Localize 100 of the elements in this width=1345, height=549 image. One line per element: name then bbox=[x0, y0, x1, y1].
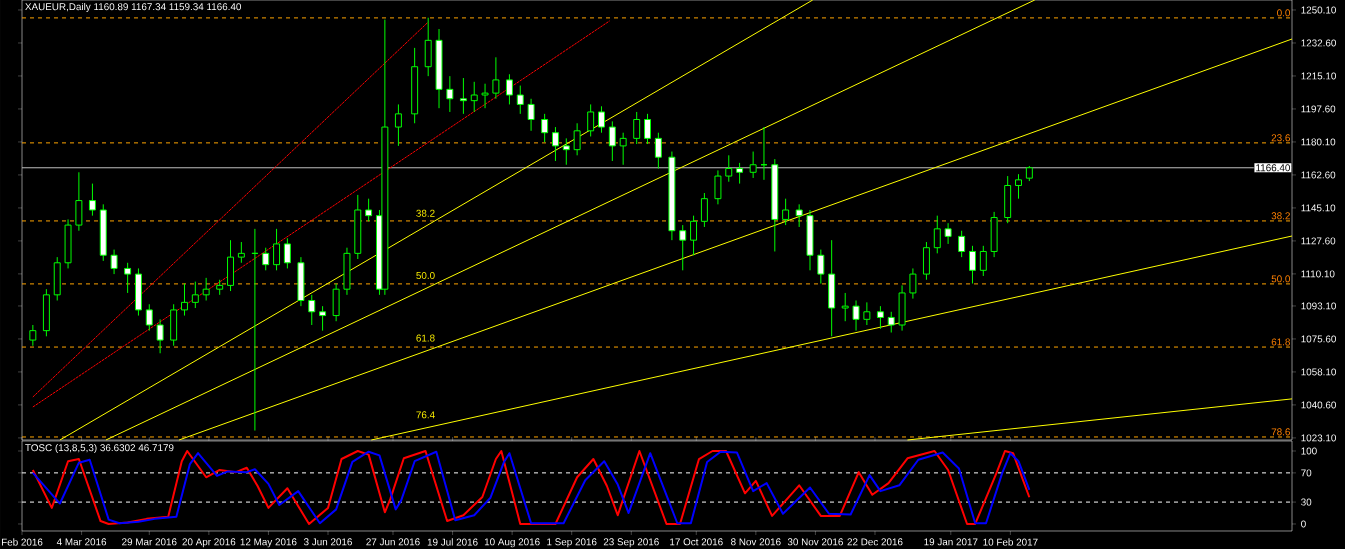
y-tick-label: 1145.10 bbox=[1301, 204, 1336, 212]
candlestick bbox=[587, 103, 595, 137]
y-tick-label: 1162.60 bbox=[1301, 171, 1336, 179]
candlestick bbox=[909, 267, 917, 300]
candlestick bbox=[852, 299, 860, 332]
y-tick-label: 1180.10 bbox=[1301, 138, 1336, 146]
y-tick-label: 0 bbox=[1301, 520, 1306, 528]
x-tick-label: Feb 2016 bbox=[1, 538, 43, 546]
candlestick bbox=[654, 132, 662, 170]
candlestick bbox=[492, 56, 500, 100]
candlestick bbox=[841, 292, 849, 322]
x-tick-label: 3 Jun 2016 bbox=[303, 538, 352, 546]
candlestick bbox=[145, 303, 153, 332]
candlestick bbox=[690, 215, 698, 256]
candlestick bbox=[736, 162, 744, 185]
candlestick bbox=[365, 198, 373, 222]
y-tick-label: 1215.10 bbox=[1301, 72, 1336, 80]
annotation: 61.8 bbox=[416, 334, 435, 342]
x-tick-label: 17 Oct 2016 bbox=[670, 538, 723, 546]
candlestick bbox=[979, 245, 987, 277]
y-tick-label: 1093.10 bbox=[1301, 302, 1336, 310]
y-tick-label: 30 bbox=[1301, 498, 1312, 506]
candlestick bbox=[394, 103, 402, 147]
x-tick-label: 8 Nov 2016 bbox=[731, 538, 781, 546]
x-tick-label: 10 Aug 2016 bbox=[484, 538, 540, 548]
candlestick bbox=[124, 262, 132, 294]
candlestick bbox=[876, 305, 884, 330]
x-tick-label: 22 Dec 2016 bbox=[847, 538, 903, 546]
candlestick bbox=[782, 198, 790, 226]
candlestick bbox=[863, 301, 871, 326]
chart-title: XAUEUR,Daily 1160.89 1167.34 1159.34 1166.40 bbox=[25, 2, 242, 13]
y-tick-label: 1197.60 bbox=[1301, 105, 1336, 113]
candlestick bbox=[237, 241, 245, 264]
candlestick bbox=[541, 113, 549, 143]
x-tick-label: 1 Sep 2016 bbox=[547, 538, 597, 548]
y-tick-label: 1040.60 bbox=[1301, 401, 1336, 409]
candlestick bbox=[887, 311, 895, 334]
candlestick bbox=[88, 183, 96, 217]
candlestick bbox=[481, 83, 489, 109]
candlestick bbox=[459, 77, 467, 115]
y-tick-label: 1250.10 bbox=[1301, 6, 1336, 14]
annotation: 78.6 bbox=[1271, 428, 1290, 436]
y-tick-label: 1058.10 bbox=[1301, 368, 1336, 376]
chart-title: TOSC (13,8,5,3) 36.6302 46.7179 bbox=[25, 443, 174, 454]
candlestick bbox=[110, 249, 118, 275]
x-tick-label: 19 Jul 2016 bbox=[427, 538, 478, 546]
x-tick-label: 30 Nov 2016 bbox=[787, 538, 843, 546]
candlestick bbox=[619, 132, 627, 166]
candlestick bbox=[308, 294, 316, 326]
y-tick-label: 1127.60 bbox=[1301, 237, 1336, 245]
x-tick-label: 12 May 2016 bbox=[240, 538, 297, 548]
annotation: 61.8 bbox=[1271, 338, 1290, 346]
y-tick-label: 1023.10 bbox=[1301, 434, 1336, 442]
candlestick bbox=[181, 283, 188, 317]
candlestick bbox=[505, 73, 513, 105]
candlestick bbox=[319, 305, 327, 332]
candlestick bbox=[562, 137, 570, 166]
candlestick bbox=[749, 151, 757, 179]
candlestick bbox=[573, 122, 581, 156]
candlestick bbox=[958, 230, 966, 258]
x-tick-label: 4 Mar 2016 bbox=[56, 538, 107, 546]
candlestick bbox=[633, 111, 641, 145]
candlestick bbox=[156, 318, 164, 354]
annotation: 50.0 bbox=[416, 272, 435, 280]
candlestick bbox=[273, 228, 281, 271]
candlestick bbox=[202, 277, 210, 301]
candlestick bbox=[608, 120, 616, 162]
candlestick bbox=[527, 98, 535, 132]
candlestick bbox=[598, 105, 605, 134]
y-tick-label: 70 bbox=[1301, 469, 1312, 477]
annotation: 23.6 bbox=[1271, 134, 1290, 142]
candlestick bbox=[191, 281, 199, 309]
candlestick bbox=[933, 215, 941, 254]
candlestick bbox=[644, 113, 652, 145]
x-tick-label: 29 Mar 2016 bbox=[122, 538, 177, 546]
candlestick bbox=[944, 222, 952, 245]
x-tick-label: 27 Jun 2016 bbox=[366, 538, 420, 546]
annotation: 38.2 bbox=[416, 209, 435, 217]
candlestick bbox=[817, 249, 825, 285]
x-tick-label: 19 Jan 2017 bbox=[924, 538, 978, 546]
candlestick bbox=[262, 247, 270, 271]
candlestick bbox=[446, 75, 454, 113]
candlestick bbox=[700, 192, 708, 228]
annotation: 0.0 bbox=[1277, 9, 1291, 17]
candlestick bbox=[516, 85, 524, 115]
candlestick bbox=[1015, 173, 1022, 200]
annotation: 76.4 bbox=[416, 411, 435, 419]
candlestick bbox=[969, 245, 976, 285]
y-tick-label: 1110.10 bbox=[1301, 270, 1335, 278]
y-tick-label: 1232.60 bbox=[1301, 39, 1336, 47]
x-tick-label: 23 Sep 2016 bbox=[603, 538, 659, 548]
ref-line-label: 1166.40 bbox=[1256, 164, 1291, 172]
candlestick bbox=[679, 224, 687, 271]
x-tick-label: 20 Apr 2016 bbox=[182, 538, 236, 548]
candlestick bbox=[29, 324, 37, 347]
candlestick bbox=[551, 126, 559, 162]
y-tick-label: 100 bbox=[1301, 447, 1317, 455]
annotation: 38.2 bbox=[1271, 212, 1290, 220]
candlestick bbox=[795, 203, 803, 228]
y-tick-label: 1075.60 bbox=[1301, 335, 1336, 343]
